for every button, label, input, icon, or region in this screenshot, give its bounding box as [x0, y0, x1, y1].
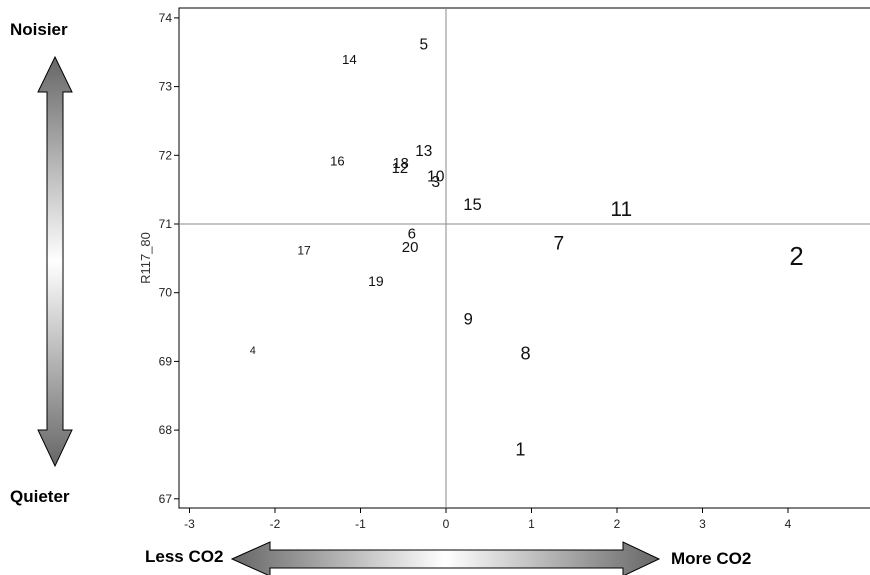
plot-frame: [178, 7, 870, 509]
y-tick-label: 67: [159, 492, 173, 506]
data-point-label: 14: [342, 52, 357, 67]
x-tick-label: -3: [184, 517, 195, 531]
noise-double-arrow: [37, 55, 73, 468]
x-tick-label: 4: [785, 517, 792, 531]
x-tick-label: 0: [443, 517, 450, 531]
y-tick-label: 73: [159, 80, 173, 94]
co2-double-arrow: [230, 541, 661, 575]
y-tick-label: 68: [159, 423, 173, 437]
data-point-label: 11: [610, 198, 632, 221]
data-point-label: 19: [368, 273, 384, 289]
x-tick-label: -1: [355, 517, 366, 531]
data-point-label: 20: [402, 239, 419, 256]
less-co2-label: Less CO2: [145, 547, 224, 566]
data-point-label: 12: [392, 161, 408, 177]
x-tick-label: 2: [614, 517, 621, 531]
data-point-label: 4: [250, 345, 256, 357]
data-point-label: 15: [463, 195, 482, 214]
y-tick-label: 69: [159, 354, 173, 368]
y-tick-label: 72: [159, 148, 173, 162]
data-point-label: 18: [393, 156, 409, 172]
data-point-label: 10: [427, 168, 445, 185]
x-tick-label: 3: [699, 517, 706, 531]
data-point-label: 2: [789, 243, 803, 271]
data-point-label: 16: [330, 154, 344, 169]
noisier-label: Noisier: [10, 20, 68, 39]
data-point-label: 8: [520, 343, 530, 363]
data-point-label: 17: [297, 244, 311, 258]
data-point-label: 6: [408, 225, 416, 242]
y-tick-label: 70: [159, 286, 173, 300]
data-point-label: 9: [464, 310, 473, 329]
data-point-label: 5: [419, 36, 428, 53]
x-tick-label: 1: [528, 517, 535, 531]
y-axis-label: R117_80: [138, 232, 153, 284]
data-point-label: 7: [554, 234, 565, 255]
quieter-label: Quieter: [10, 487, 70, 506]
y-tick-label: 74: [159, 11, 173, 25]
y-tick-label: 71: [159, 217, 173, 231]
data-point-label: 3: [431, 174, 440, 191]
x-tick-label: -2: [270, 517, 281, 531]
more-co2-label: More CO2: [671, 549, 752, 568]
data-point-label: 1: [515, 439, 525, 459]
data-point-label: 13: [415, 143, 432, 160]
